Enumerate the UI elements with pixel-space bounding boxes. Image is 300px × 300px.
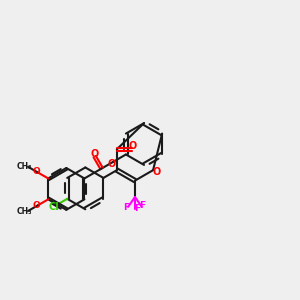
Text: F: F bbox=[139, 200, 145, 209]
Text: O: O bbox=[128, 141, 136, 151]
Text: CH₃: CH₃ bbox=[16, 162, 32, 171]
Text: O: O bbox=[153, 167, 161, 177]
Text: O: O bbox=[91, 148, 99, 159]
Text: O: O bbox=[33, 201, 41, 210]
Text: O: O bbox=[108, 159, 116, 169]
Text: O: O bbox=[33, 167, 41, 176]
Text: Cl: Cl bbox=[48, 202, 59, 212]
Text: CH₃: CH₃ bbox=[16, 207, 32, 216]
Text: F: F bbox=[123, 203, 129, 212]
Text: F: F bbox=[134, 205, 140, 214]
